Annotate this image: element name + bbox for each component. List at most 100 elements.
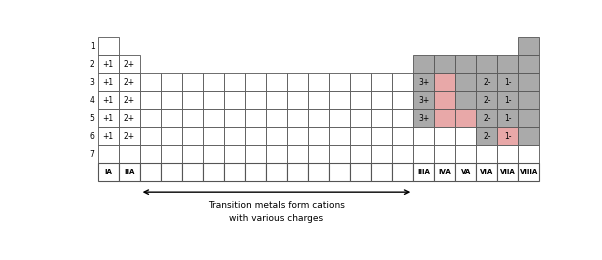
Bar: [455, 127, 476, 145]
Bar: [140, 91, 161, 109]
Bar: [98, 127, 119, 145]
Bar: [434, 163, 455, 181]
Text: IVA: IVA: [438, 169, 451, 175]
Text: 1-: 1-: [504, 114, 512, 123]
Bar: [350, 163, 371, 181]
Bar: [224, 109, 245, 127]
Bar: [203, 127, 224, 145]
Bar: [392, 73, 413, 91]
Text: 1-: 1-: [504, 96, 512, 105]
Bar: [455, 55, 476, 73]
Text: 6: 6: [90, 132, 95, 141]
Bar: [413, 91, 434, 109]
Text: +1: +1: [102, 60, 114, 69]
Bar: [518, 37, 539, 55]
Bar: [287, 127, 308, 145]
Bar: [308, 109, 329, 127]
Text: +1: +1: [102, 132, 114, 141]
Bar: [371, 73, 392, 91]
Bar: [203, 73, 224, 91]
Bar: [329, 127, 350, 145]
Bar: [245, 91, 266, 109]
Text: +1: +1: [102, 78, 114, 87]
Bar: [119, 127, 140, 145]
Bar: [518, 109, 539, 127]
Bar: [371, 145, 392, 163]
Text: VA: VA: [461, 169, 471, 175]
Bar: [245, 127, 266, 145]
Bar: [476, 163, 497, 181]
Bar: [371, 127, 392, 145]
Bar: [98, 163, 119, 181]
Bar: [182, 73, 203, 91]
Text: 7: 7: [90, 150, 95, 159]
Bar: [224, 127, 245, 145]
Text: 2+: 2+: [123, 78, 135, 87]
Bar: [287, 73, 308, 91]
Text: 2+: 2+: [123, 96, 135, 105]
Text: 3: 3: [90, 78, 95, 87]
Bar: [350, 109, 371, 127]
Bar: [518, 127, 539, 145]
Bar: [434, 109, 455, 127]
Bar: [119, 91, 140, 109]
Bar: [203, 163, 224, 181]
Text: IIIA: IIIA: [417, 169, 430, 175]
Bar: [476, 55, 497, 73]
Text: 4: 4: [90, 96, 95, 105]
Bar: [98, 73, 119, 91]
Bar: [119, 73, 140, 91]
Bar: [455, 145, 476, 163]
Bar: [413, 73, 434, 91]
Bar: [161, 145, 182, 163]
Bar: [98, 145, 119, 163]
Text: 5: 5: [90, 114, 95, 123]
Bar: [413, 163, 434, 181]
Text: 2-: 2-: [483, 132, 491, 141]
Bar: [413, 127, 434, 145]
Bar: [245, 163, 266, 181]
Bar: [182, 127, 203, 145]
Bar: [329, 91, 350, 109]
Text: 2: 2: [90, 60, 95, 69]
Text: 1-: 1-: [504, 78, 512, 87]
Bar: [434, 91, 455, 109]
Text: 2+: 2+: [123, 132, 135, 141]
Bar: [497, 127, 518, 145]
Bar: [98, 37, 119, 55]
Bar: [518, 91, 539, 109]
Bar: [497, 73, 518, 91]
Bar: [476, 91, 497, 109]
Bar: [119, 145, 140, 163]
Bar: [224, 145, 245, 163]
Bar: [266, 91, 287, 109]
Bar: [497, 55, 518, 73]
Bar: [203, 91, 224, 109]
Bar: [308, 145, 329, 163]
Bar: [350, 145, 371, 163]
Text: 2-: 2-: [483, 114, 491, 123]
Bar: [308, 127, 329, 145]
Bar: [329, 73, 350, 91]
Bar: [182, 145, 203, 163]
Bar: [392, 91, 413, 109]
Bar: [308, 91, 329, 109]
Bar: [518, 55, 539, 73]
Bar: [413, 109, 434, 127]
Bar: [266, 73, 287, 91]
Bar: [119, 109, 140, 127]
Bar: [245, 73, 266, 91]
Bar: [392, 145, 413, 163]
Bar: [203, 109, 224, 127]
Bar: [476, 145, 497, 163]
Bar: [518, 73, 539, 91]
Bar: [434, 127, 455, 145]
Bar: [455, 109, 476, 127]
Text: VIA: VIA: [480, 169, 494, 175]
Bar: [350, 73, 371, 91]
Text: 1: 1: [90, 42, 95, 51]
Bar: [287, 145, 308, 163]
Bar: [161, 91, 182, 109]
Bar: [371, 91, 392, 109]
Bar: [329, 109, 350, 127]
